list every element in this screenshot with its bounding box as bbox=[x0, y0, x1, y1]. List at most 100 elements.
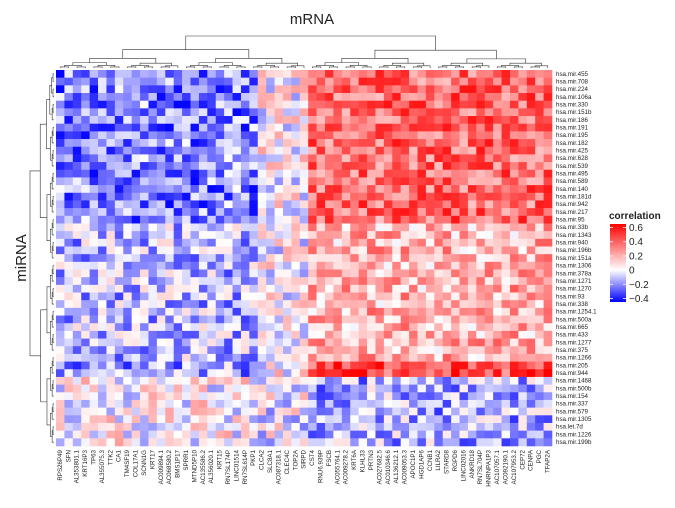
heatmap-cell bbox=[350, 77, 359, 86]
heatmap-cell bbox=[493, 254, 502, 263]
heatmap-cell bbox=[106, 246, 116, 255]
heatmap-cell bbox=[291, 353, 301, 362]
heatmap-cell bbox=[451, 93, 460, 101]
heatmap-cell bbox=[341, 369, 351, 378]
heatmap-cell bbox=[459, 238, 469, 247]
heatmap-cell bbox=[224, 223, 233, 232]
heatmap-cell bbox=[165, 353, 174, 362]
heatmap-cell bbox=[165, 146, 174, 155]
heatmap-cell bbox=[291, 415, 301, 424]
heatmap-cell bbox=[316, 353, 326, 362]
heatmap-cell bbox=[224, 353, 233, 362]
heatmap-cell bbox=[509, 185, 519, 194]
heatmap-cell bbox=[442, 353, 452, 362]
heatmap-cell bbox=[89, 338, 99, 347]
heatmap-cell bbox=[459, 399, 469, 408]
heatmap-cell bbox=[392, 169, 401, 178]
column-label: CLEC4C bbox=[284, 449, 291, 474]
heatmap-cell bbox=[232, 315, 242, 324]
heatmap-cell bbox=[367, 238, 376, 247]
heatmap-cell bbox=[509, 162, 519, 171]
heatmap-cell bbox=[375, 123, 385, 132]
dendrogram-branch bbox=[52, 104, 54, 113]
heatmap-cell bbox=[257, 284, 267, 293]
heatmap-cell bbox=[98, 215, 107, 224]
heatmap-cell bbox=[425, 422, 435, 431]
heatmap-cell bbox=[266, 277, 275, 286]
heatmap-cell bbox=[257, 162, 267, 171]
heatmap-cell bbox=[114, 300, 124, 309]
heatmap-cell bbox=[64, 215, 74, 224]
heatmap-cell bbox=[266, 162, 275, 171]
heatmap-cell bbox=[98, 108, 107, 117]
heatmap-cell bbox=[509, 353, 519, 362]
heatmap-cell bbox=[224, 131, 233, 140]
heatmap-cell bbox=[434, 215, 444, 224]
heatmap-cell bbox=[282, 277, 292, 286]
heatmap-cell bbox=[526, 369, 536, 378]
heatmap-cell bbox=[299, 208, 309, 217]
heatmap-cell bbox=[282, 353, 292, 362]
heatmap-cell bbox=[173, 169, 183, 178]
heatmap-cell bbox=[383, 323, 393, 332]
heatmap-cell bbox=[215, 330, 225, 339]
heatmap-cell bbox=[266, 208, 275, 217]
heatmap-cell bbox=[173, 77, 183, 86]
heatmap-cell bbox=[350, 223, 359, 232]
heatmap-cell bbox=[543, 361, 553, 370]
heatmap-cell bbox=[316, 338, 326, 347]
heatmap-cell bbox=[425, 269, 435, 278]
heatmap-cell bbox=[509, 269, 519, 278]
heatmap-cell bbox=[123, 185, 132, 194]
column-labels: RPS26P49 SFN AL353801.1 KRT16P3 TP63 AL355075… bbox=[57, 449, 552, 487]
heatmap-cell bbox=[509, 315, 519, 324]
heatmap-cell bbox=[198, 338, 208, 347]
heatmap-cell bbox=[207, 177, 217, 186]
heatmap-cell bbox=[425, 261, 435, 270]
heatmap-cell bbox=[325, 369, 334, 378]
heatmap-cell bbox=[64, 361, 74, 370]
heatmap-cell bbox=[518, 116, 528, 125]
heatmap-cell bbox=[106, 399, 116, 408]
heatmap-cell bbox=[148, 307, 158, 316]
heatmap-cell bbox=[257, 346, 267, 355]
heatmap-cell bbox=[526, 407, 536, 416]
heatmap-cell bbox=[190, 192, 200, 201]
heatmap-cell bbox=[215, 108, 225, 117]
heatmap-cell bbox=[518, 399, 528, 408]
heatmap-cell bbox=[72, 85, 82, 94]
heatmap-cell bbox=[392, 131, 401, 140]
heatmap-cell bbox=[198, 169, 208, 178]
heatmap-cell bbox=[358, 407, 368, 416]
heatmap-cell bbox=[409, 323, 418, 332]
heatmap-cell bbox=[98, 430, 107, 439]
heatmap-cell bbox=[140, 407, 149, 416]
heatmap-cell bbox=[240, 284, 250, 293]
heatmap-cell bbox=[64, 261, 74, 270]
heatmap-cell bbox=[400, 422, 410, 431]
heatmap-cell bbox=[392, 292, 401, 301]
heatmap-cell bbox=[190, 208, 200, 217]
heatmap-cell bbox=[417, 116, 427, 125]
heatmap-cell bbox=[434, 292, 444, 301]
heatmap-cell bbox=[266, 323, 275, 332]
heatmap-cell bbox=[266, 300, 275, 309]
heatmap-cell bbox=[224, 269, 233, 278]
heatmap-cell bbox=[358, 108, 368, 117]
heatmap-cell bbox=[493, 384, 502, 393]
heatmap-cell bbox=[156, 307, 166, 316]
heatmap-cell bbox=[215, 116, 225, 125]
heatmap-cell bbox=[156, 399, 166, 408]
heatmap-cell bbox=[526, 200, 536, 209]
heatmap-cell bbox=[299, 169, 309, 178]
heatmap-cell bbox=[509, 422, 519, 431]
heatmap-cell bbox=[518, 338, 528, 347]
heatmap-cell bbox=[64, 407, 74, 416]
dendrogram-branch bbox=[127, 66, 137, 68]
heatmap-cell bbox=[350, 116, 359, 125]
heatmap-cell bbox=[274, 185, 284, 194]
heatmap-cell bbox=[535, 307, 544, 316]
heatmap-cell bbox=[501, 108, 511, 117]
heatmap-cell bbox=[333, 415, 343, 424]
heatmap-cell bbox=[434, 307, 444, 316]
